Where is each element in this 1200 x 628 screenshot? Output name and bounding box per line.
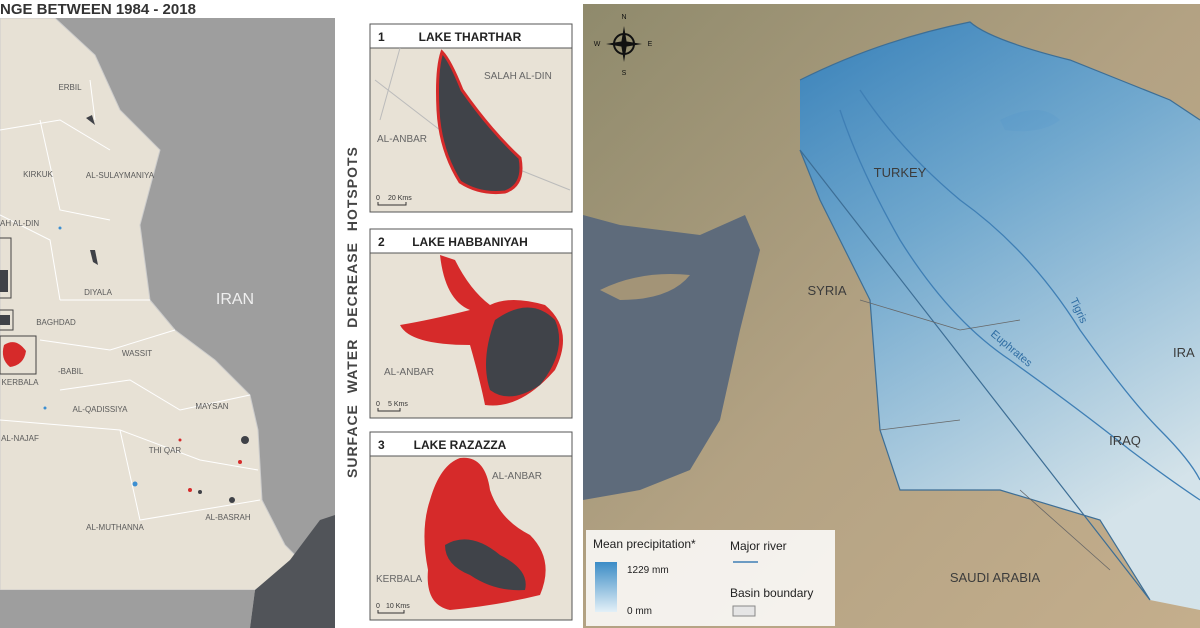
increase-areas [43, 226, 138, 487]
inset-number: 1 [378, 30, 385, 44]
province-label: ERBIL [58, 83, 82, 92]
tigris-river [859, 89, 1200, 481]
country-label: SYRIA [807, 283, 846, 298]
inset-1: 1 LAKE THARTHAR SALAH AL-DIN AL-ANBAR 0 … [369, 23, 573, 213]
legend-box [586, 530, 835, 626]
compass-label: N [621, 14, 626, 21]
scale-zero: 0 [376, 603, 380, 610]
province-label: KIRKUK [23, 170, 53, 179]
inset-number: 3 [378, 438, 385, 452]
province-label: DIYALA [84, 288, 113, 297]
legend-title: Mean precipitation* [593, 537, 696, 551]
legend-max: 1229 mm [627, 565, 669, 576]
country-borders [859, 299, 1111, 571]
lake-shape [436, 49, 523, 194]
inset-title: LAKE THARTHAR [419, 30, 522, 44]
inset-number: 2 [378, 235, 385, 249]
inset-header [369, 431, 573, 457]
legend-gradient [595, 562, 617, 612]
province-label: AL-QADISSIYA [73, 405, 129, 414]
basin-area [800, 22, 1200, 610]
province-label: AL-MUTHANNA [86, 523, 144, 532]
inset-label: AL-ANBAR [377, 134, 427, 145]
country-label: SAUDI ARABIA [950, 570, 1041, 585]
scale-zero: 0 [376, 195, 380, 202]
country-label: IRAN [216, 291, 254, 308]
province-label: KERBALA [2, 378, 40, 387]
compass-label: S [622, 70, 627, 77]
lake-shape [486, 307, 560, 397]
province-label: AH AL-DIN [0, 219, 39, 228]
province-label: AL-BASRAH [205, 513, 251, 522]
inset-title: LAKE HABBANIYAH [412, 235, 528, 249]
compass-label: W [594, 41, 601, 48]
province-label: WASSIT [122, 349, 152, 358]
lake-shape [445, 539, 526, 591]
euphrates-river [839, 109, 1200, 501]
province-label: -BABIL [58, 367, 84, 376]
inset-label: SALAH AL-DIN [484, 71, 552, 82]
scale-label: 20 Kms [388, 195, 412, 202]
compass-label: E [648, 41, 653, 48]
country-label: IRAQ [1109, 433, 1141, 448]
legend-boundary: Basin boundary [730, 586, 813, 600]
province-label: THI QAR [149, 446, 182, 455]
province-borders [0, 79, 261, 521]
scale-bar [377, 610, 405, 614]
basin-boundary [799, 21, 1200, 601]
inset-header [369, 23, 573, 49]
scale-zero: 0 [376, 401, 380, 408]
hotspot-boxes [0, 237, 37, 375]
saudi-land [0, 590, 255, 628]
inset-label: KERBALA [376, 574, 422, 585]
province-label: AL-NAJAF [1, 434, 39, 443]
province-label: AL-SULAYMANIYA [86, 171, 155, 180]
scale-bar [377, 202, 407, 206]
province-label: MAYSAN [195, 402, 228, 411]
scale-label: 5 Kms [388, 401, 408, 408]
inset-title: LAKE RAZAZZA [414, 438, 507, 452]
lakes [0, 115, 249, 503]
inset-label: AL-ANBAR [492, 471, 542, 482]
legend: Mean precipitation* 1229 mm 0 mm Major r… [586, 530, 835, 626]
country-label: TURKEY [874, 165, 927, 180]
iraq-map: NGE BETWEEN 1984 - 2018 IRAN ERBIL KIRKU… [0, 0, 335, 628]
province-label: BAGHDAD [36, 318, 76, 327]
legend-river: Major river [730, 539, 787, 553]
scale-label: 10 Kms [386, 603, 410, 610]
basin-map: N E S W TURKEY SYRIA IRAQ IRA SAUDI ARAB… [583, 4, 1200, 628]
side-label: SURFACE WATER DECREASE HOTSPOTS [344, 146, 360, 478]
legend-boundary-swatch [732, 605, 756, 617]
inset-2: 2 LAKE HABBANIYAH AL-ANBAR 0 5 Kms [369, 228, 573, 419]
cyprus [600, 274, 690, 300]
decrease-areas [2, 342, 242, 492]
map-title: NGE BETWEEN 1984 - 2018 [0, 1, 196, 18]
inset-3: 3 LAKE RAZAZZA AL-ANBAR KERBALA 0 10 Kms [369, 431, 573, 621]
title-band [0, 0, 335, 18]
inset-header [369, 228, 573, 254]
scale-bar [377, 408, 401, 412]
inset-label: AL-ANBAR [384, 367, 434, 378]
country-label: IRA [1173, 345, 1195, 360]
gulf-water [250, 515, 335, 628]
compass: N E S W [594, 14, 653, 77]
legend-min: 0 mm [627, 606, 652, 617]
